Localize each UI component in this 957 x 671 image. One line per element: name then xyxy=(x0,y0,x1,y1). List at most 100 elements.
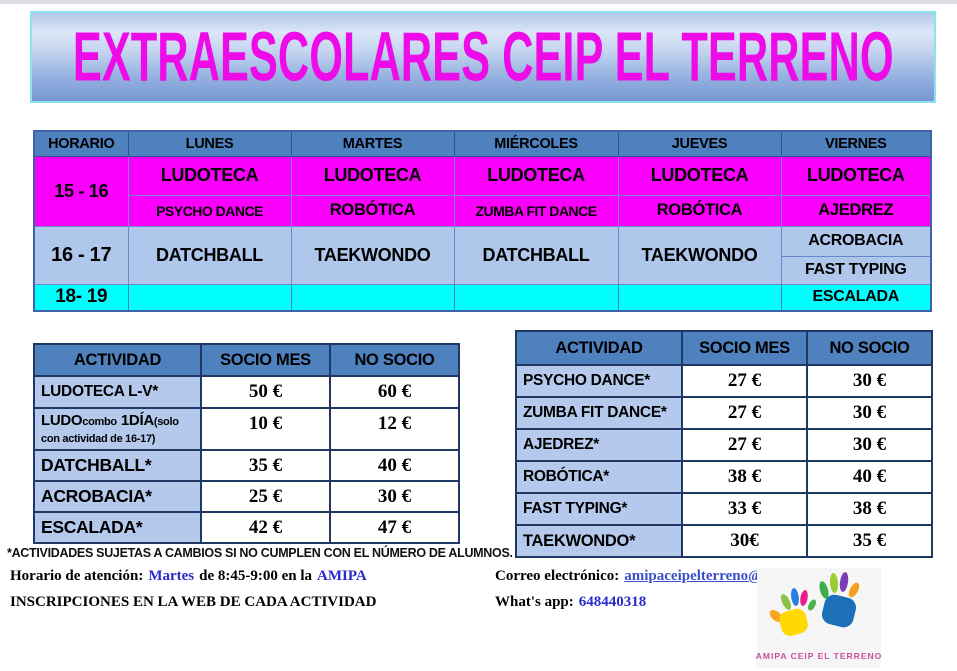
schedule-header-horario: HORARIO xyxy=(33,130,129,157)
price-row: LUDOTECA L-V* 50 € 60 € xyxy=(33,375,460,409)
price-row: LUDOcombo 1DÍA(solo con actividad de 16-… xyxy=(33,407,460,451)
price-socio: 27 € xyxy=(681,428,808,462)
price-no-socio: 30 € xyxy=(806,428,933,462)
activity-label-part: 1DÍA xyxy=(120,412,154,430)
footer-whatsapp-line: What's app: 648440318 xyxy=(495,594,651,611)
price-socio: 35 € xyxy=(200,449,331,482)
price-no-socio: 30 € xyxy=(806,396,933,430)
price-header-actividad: ACTIVIDAD xyxy=(33,343,202,377)
schedule-row-18-19: 18- 19 ESCALADA xyxy=(33,283,932,312)
time-slot-18-19: 18- 19 xyxy=(33,283,129,312)
price-socio: 27 € xyxy=(681,364,808,398)
horario-label: Horario de atención: xyxy=(10,568,144,584)
schedule-header-row: HORARIO LUNES MARTES MIÉRCOLES JUEVES VI… xyxy=(33,130,932,157)
price-row: ZUMBA FIT DANCE* 27 € 30 € xyxy=(515,396,933,430)
activity-label: DATCHBALL* xyxy=(33,449,202,482)
price-row: PSYCHO DANCE* 27 € 30 € xyxy=(515,364,933,398)
schedule-cell: LUDOTECA xyxy=(780,155,932,196)
price-header-no-socio: NO SOCIO xyxy=(806,330,933,366)
whatsapp-number: 648440318 xyxy=(578,594,647,610)
price-socio: 42 € xyxy=(200,511,331,544)
activity-label-part: LUDO xyxy=(41,412,83,430)
horario-day: Martes xyxy=(148,568,195,584)
activity-label: ACROBACIA* xyxy=(33,480,202,513)
price-no-socio: 30 € xyxy=(806,364,933,398)
schedule-cell: LUDOTECA xyxy=(617,155,782,196)
price-row: ROBÓTICA* 38 € 40 € xyxy=(515,460,933,494)
logo-caption: AMIPA CEIP EL TERRENO xyxy=(755,651,883,661)
schedule-cell-empty xyxy=(127,283,292,312)
price-header-row: ACTIVIDAD SOCIO MES NO SOCIO xyxy=(33,343,460,377)
schedule-row-16-17-top: 16 - 17 DATCHBALL TAEKWONDO DATCHBALL TA… xyxy=(33,225,932,285)
correo-label: Correo electrónico: xyxy=(495,568,620,584)
schedule-cell: LUDOTECA xyxy=(290,155,455,196)
schedule-cell-empty xyxy=(617,283,782,312)
schedule-cell-empty xyxy=(453,283,619,312)
whatsapp-label: What's app: xyxy=(495,594,574,610)
activity-label: ROBÓTICA* xyxy=(515,460,683,494)
schedule-cell: LUDOTECA xyxy=(453,155,619,196)
activity-label: AJEDREZ* xyxy=(515,428,683,462)
price-row: TAEKWONDO* 30€ 35 € xyxy=(515,524,933,558)
activity-label: TAEKWONDO* xyxy=(515,524,683,558)
price-socio: 27 € xyxy=(681,396,808,430)
schedule-cell: ESCALADA xyxy=(780,283,932,312)
schedule-cell: DATCHBALL xyxy=(127,225,292,285)
schedule-cell: PSYCHO DANCE xyxy=(127,194,292,227)
price-header-socio-mes: SOCIO MES xyxy=(200,343,331,377)
price-socio: 10 € xyxy=(200,407,331,451)
amipa-logo: AMIPA CEIP EL TERRENO xyxy=(755,568,883,668)
schedule-header-martes: MARTES xyxy=(290,130,455,157)
price-header-no-socio: NO SOCIO xyxy=(329,343,460,377)
price-socio: 25 € xyxy=(200,480,331,513)
price-no-socio: 12 € xyxy=(329,407,460,451)
price-no-socio: 60 € xyxy=(329,375,460,409)
schedule-row-16-17-bottom: FAST TYPING xyxy=(34,255,932,285)
price-row: ESCALADA* 42 € 47 € xyxy=(33,511,460,544)
schedule-cell: ACROBACIA xyxy=(780,225,932,257)
footer-inscripciones-line: INSCRIPCIONES EN LA WEB DE CADA ACTIVIDA… xyxy=(10,594,381,611)
schedule-cell: TAEKWONDO xyxy=(290,225,455,285)
price-no-socio: 35 € xyxy=(806,524,933,558)
price-no-socio: 47 € xyxy=(329,511,460,544)
page-top-edge xyxy=(0,0,957,4)
price-no-socio: 40 € xyxy=(329,449,460,482)
price-socio: 50 € xyxy=(200,375,331,409)
price-row: ACROBACIA* 25 € 30 € xyxy=(33,480,460,513)
price-no-socio: 38 € xyxy=(806,492,933,526)
activity-label: LUDOTECA L-V* xyxy=(33,375,202,409)
footer-horario-line: Horario de atención: Martes de 8:45-9:00 e… xyxy=(10,568,372,585)
activity-label: ESCALADA* xyxy=(33,511,202,544)
price-header-row: ACTIVIDAD SOCIO MES NO SOCIO xyxy=(515,330,933,366)
activity-label-part: combo xyxy=(82,416,117,429)
schedule-cell: FAST TYPING xyxy=(780,255,932,285)
schedule-header-viernes: VIERNES xyxy=(780,130,932,157)
schedule-cell-empty xyxy=(290,283,455,312)
schedule-cell: TAEKWONDO xyxy=(617,225,782,285)
price-row: FAST TYPING* 33 € 38 € xyxy=(515,492,933,526)
price-no-socio: 40 € xyxy=(806,460,933,494)
schedule-cell: AJEDREZ xyxy=(780,194,932,227)
schedule-row-15-16-bottom: PSYCHO DANCE ROBÓTICA ZUMBA FIT DANCE RO… xyxy=(34,194,932,227)
schedule-cell: ZUMBA FIT DANCE xyxy=(453,194,619,227)
schedule-cell: ROBÓTICA xyxy=(290,194,455,227)
schedule-header-lunes: LUNES xyxy=(127,130,292,157)
activity-label: PSYCHO DANCE* xyxy=(515,364,683,398)
schedule-cell: DATCHBALL xyxy=(453,225,619,285)
price-row: DATCHBALL* 35 € 40 € xyxy=(33,449,460,482)
horario-mid: de 8:45-9:00 en la xyxy=(199,568,313,584)
time-slot-16-17: 16 - 17 xyxy=(33,225,129,285)
activity-label: FAST TYPING* xyxy=(515,492,683,526)
page-title: EXTRAESCOLARES CEIP EL TERRENO xyxy=(72,18,894,96)
activity-label: ZUMBA FIT DANCE* xyxy=(515,396,683,430)
price-header-actividad: ACTIVIDAD xyxy=(515,330,683,366)
price-socio: 38 € xyxy=(681,460,808,494)
schedule-cell: ROBÓTICA xyxy=(617,194,782,227)
footnote-text: *ACTIVIDADES SUJETAS A CAMBIOS SI NO CUM… xyxy=(7,546,513,560)
price-table-right: ACTIVIDAD SOCIO MES NO SOCIO PSYCHO DANC… xyxy=(515,330,933,558)
handprints-icon xyxy=(769,572,860,636)
horario-org: AMIPA xyxy=(317,568,367,584)
schedule-header-miercoles: MIÉRCOLES xyxy=(453,130,619,157)
activity-label-part: (solo con actividad de 16-17) xyxy=(41,416,179,445)
